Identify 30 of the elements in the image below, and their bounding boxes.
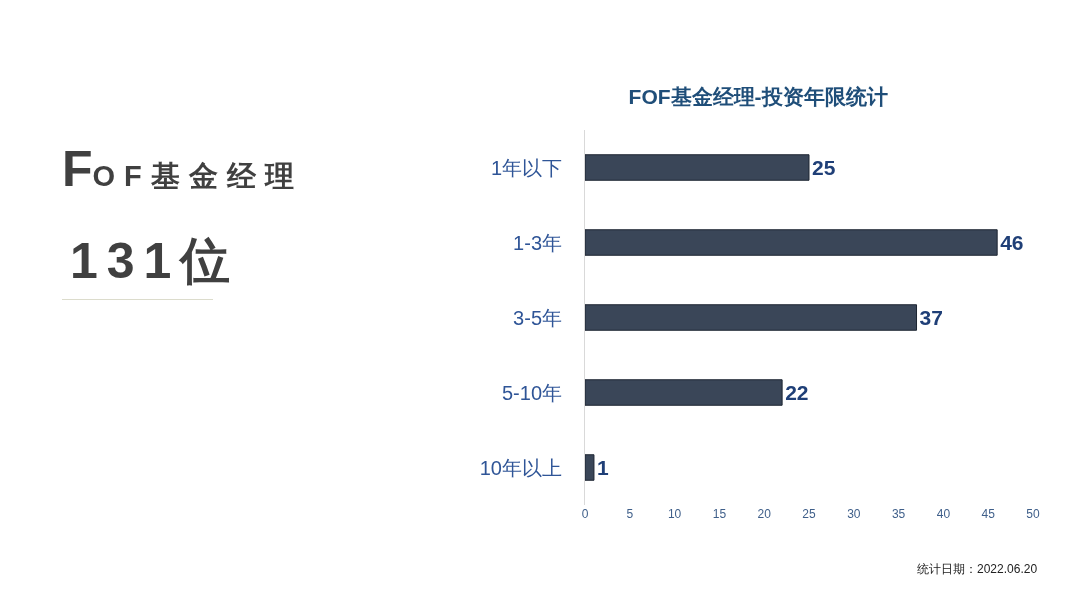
- bar: [585, 304, 918, 331]
- x-tick-label: 35: [891, 507, 906, 521]
- data-label: 22: [785, 381, 809, 404]
- x-tick-label: 45: [981, 507, 996, 521]
- bar: [585, 379, 783, 406]
- text: 统计日期：2022.06.20: [917, 562, 1038, 576]
- x-tick-label: 5: [626, 507, 634, 521]
- y-tick-label: 1年以下: [490, 156, 562, 179]
- y-tick-label: 3-5年: [513, 306, 562, 329]
- x-tick-label: 30: [847, 507, 861, 521]
- x-tick-label: 50: [1026, 507, 1040, 521]
- y-tick-label: 1-3年: [513, 231, 562, 254]
- text: FOF基金经理: [62, 141, 303, 197]
- data-label: 46: [1000, 231, 1024, 254]
- text: 131位: [70, 232, 240, 291]
- bar: [585, 454, 595, 481]
- x-tick-label: 0: [581, 507, 589, 521]
- x-tick-label: 25: [802, 507, 816, 521]
- x-tick-label: 40: [936, 507, 951, 521]
- bar: [585, 229, 998, 256]
- data-label: 37: [919, 306, 943, 329]
- data-label: 1: [596, 456, 609, 479]
- y-tick-label: 10年以上: [479, 456, 562, 479]
- x-tick-label: 10: [667, 507, 682, 521]
- chart-title: FOF基金经理-投资年限统计: [628, 85, 888, 109]
- x-tick-label: 15: [712, 507, 727, 521]
- bar: [585, 154, 810, 181]
- x-tick-label: 20: [757, 507, 772, 521]
- y-tick-label: 5-10年: [501, 381, 562, 404]
- data-label: 25: [812, 156, 836, 179]
